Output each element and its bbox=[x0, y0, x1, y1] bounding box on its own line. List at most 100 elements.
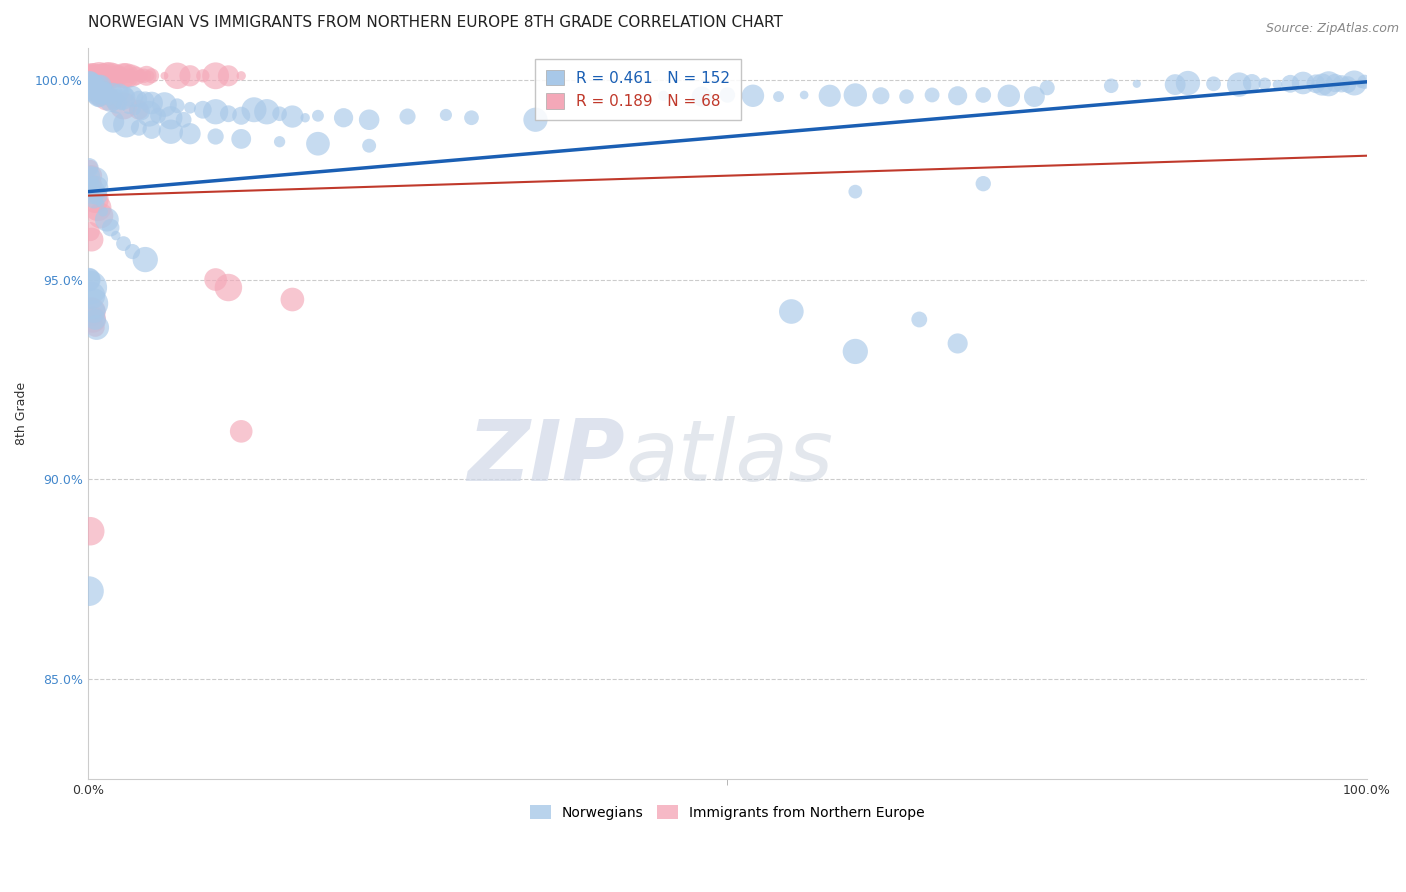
Point bbox=[204, 104, 226, 119]
Point bbox=[87, 80, 110, 95]
Point bbox=[84, 83, 107, 97]
Point bbox=[231, 132, 253, 146]
Point bbox=[107, 69, 129, 83]
Point bbox=[141, 122, 163, 136]
Point bbox=[768, 89, 790, 103]
Point bbox=[204, 272, 226, 286]
Point bbox=[121, 244, 143, 259]
Point bbox=[793, 87, 815, 102]
Point bbox=[294, 111, 316, 125]
Point bbox=[79, 524, 101, 539]
Point bbox=[1126, 77, 1149, 91]
Point bbox=[780, 304, 803, 318]
Point bbox=[103, 85, 125, 99]
Point bbox=[89, 69, 111, 83]
Point bbox=[90, 69, 112, 83]
Point bbox=[1337, 78, 1360, 92]
Point bbox=[82, 69, 104, 83]
Point bbox=[104, 87, 127, 102]
Point bbox=[921, 87, 943, 102]
Point bbox=[82, 312, 104, 326]
Point bbox=[96, 212, 118, 227]
Point bbox=[307, 136, 329, 151]
Point bbox=[89, 87, 111, 102]
Point bbox=[103, 95, 125, 109]
Point bbox=[83, 304, 105, 318]
Point bbox=[112, 91, 135, 105]
Point bbox=[89, 78, 111, 93]
Point bbox=[80, 233, 103, 247]
Point bbox=[101, 89, 124, 103]
Point bbox=[141, 95, 163, 110]
Point bbox=[134, 94, 156, 108]
Point bbox=[115, 87, 138, 102]
Point bbox=[84, 77, 107, 91]
Point bbox=[79, 161, 101, 175]
Point bbox=[896, 89, 918, 103]
Point bbox=[97, 91, 120, 105]
Point bbox=[269, 107, 291, 121]
Point bbox=[359, 138, 381, 153]
Point bbox=[100, 69, 122, 83]
Point bbox=[77, 272, 100, 286]
Point bbox=[1317, 77, 1340, 91]
Point bbox=[269, 135, 291, 149]
Point bbox=[204, 129, 226, 144]
Point bbox=[77, 69, 100, 83]
Point bbox=[307, 109, 329, 123]
Point bbox=[1227, 78, 1250, 92]
Point bbox=[120, 69, 142, 83]
Point bbox=[191, 69, 214, 83]
Point bbox=[359, 112, 381, 127]
Point bbox=[844, 87, 866, 102]
Point bbox=[131, 104, 153, 119]
Point bbox=[84, 320, 107, 334]
Point bbox=[89, 209, 111, 223]
Text: ZIP: ZIP bbox=[467, 416, 626, 499]
Point bbox=[742, 88, 765, 103]
Point bbox=[131, 69, 153, 83]
Point bbox=[86, 320, 108, 334]
Point bbox=[83, 185, 105, 199]
Point bbox=[1240, 76, 1263, 90]
Point bbox=[91, 86, 114, 100]
Point bbox=[115, 69, 138, 83]
Point bbox=[231, 425, 253, 439]
Point bbox=[818, 88, 841, 103]
Point bbox=[179, 101, 201, 115]
Point bbox=[87, 69, 110, 83]
Point bbox=[79, 280, 101, 294]
Point bbox=[79, 169, 101, 183]
Point bbox=[204, 69, 226, 83]
Point bbox=[217, 280, 239, 294]
Point bbox=[1305, 77, 1327, 91]
Point bbox=[82, 296, 104, 310]
Point bbox=[652, 88, 675, 103]
Point bbox=[153, 69, 176, 83]
Point bbox=[1164, 78, 1187, 92]
Point bbox=[125, 69, 148, 83]
Point bbox=[87, 188, 110, 202]
Point bbox=[132, 69, 155, 83]
Point bbox=[690, 89, 713, 103]
Point bbox=[82, 185, 104, 199]
Point bbox=[96, 69, 118, 83]
Point bbox=[1267, 78, 1289, 92]
Point bbox=[94, 88, 117, 103]
Point bbox=[1353, 75, 1375, 89]
Point bbox=[153, 97, 176, 112]
Point bbox=[84, 312, 107, 326]
Point bbox=[946, 336, 969, 351]
Point bbox=[79, 225, 101, 239]
Point bbox=[1324, 76, 1347, 90]
Point bbox=[972, 177, 994, 191]
Point bbox=[96, 81, 118, 95]
Point bbox=[93, 84, 115, 98]
Point bbox=[1024, 89, 1046, 103]
Point bbox=[998, 88, 1021, 103]
Point bbox=[79, 69, 101, 83]
Point bbox=[98, 87, 121, 101]
Point bbox=[281, 293, 304, 307]
Point bbox=[396, 110, 419, 124]
Point bbox=[124, 103, 146, 117]
